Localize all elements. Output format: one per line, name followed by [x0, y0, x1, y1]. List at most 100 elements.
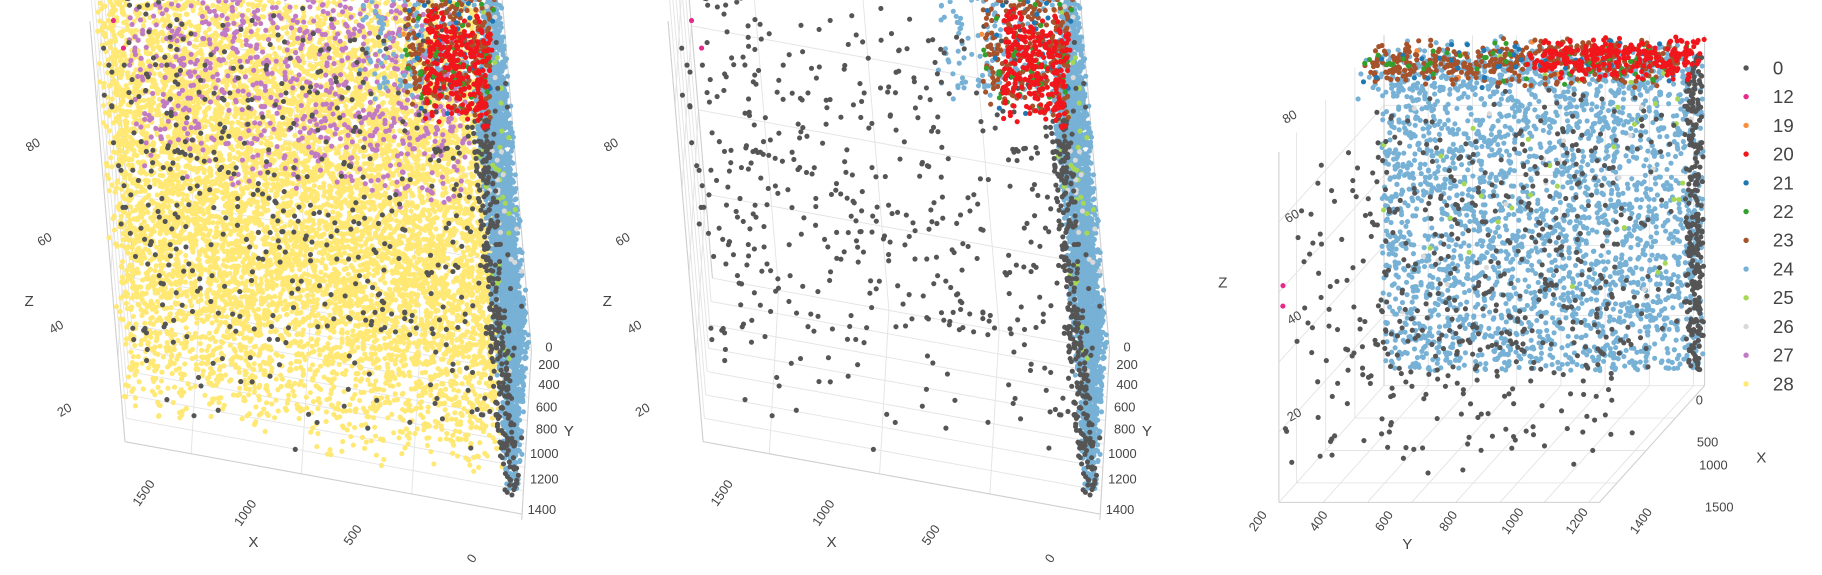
point-series-28	[323, 418, 329, 425]
point-series-28	[372, 433, 379, 439]
point-series-28	[419, 332, 425, 338]
point-series-28	[268, 134, 274, 141]
point-series-28	[347, 408, 353, 414]
point-series-28	[350, 0, 355, 2]
scene-left[interactable]	[89, 0, 532, 520]
point-series-28	[159, 17, 165, 23]
point-series-28	[110, 120, 116, 126]
point-series-28	[321, 193, 327, 199]
point-series-28	[378, 462, 385, 469]
point-series-28	[352, 424, 358, 431]
point-series-28	[331, 411, 337, 418]
point-series-28	[459, 381, 465, 387]
point-series-28	[385, 65, 391, 71]
point-series-28	[214, 278, 220, 284]
point-series-28	[380, 387, 387, 393]
point-series-28	[310, 141, 316, 147]
point-series-28	[246, 392, 252, 398]
point-series-28	[206, 330, 212, 336]
point-series-28	[479, 421, 486, 427]
point-series-28	[154, 298, 161, 304]
point-series-28	[149, 388, 155, 394]
point-series-28	[111, 213, 117, 219]
point-series-28	[200, 368, 206, 374]
point-series-28	[350, 442, 356, 448]
point-series-28	[464, 302, 470, 308]
point-series-28	[278, 383, 284, 389]
point-series-28	[340, 408, 346, 414]
point-series-28	[309, 362, 316, 368]
point-series-28	[263, 400, 270, 406]
point-series-28	[109, 2, 115, 8]
point-series-28	[360, 405, 367, 411]
point-series-28	[396, 435, 402, 441]
point-series-28	[239, 274, 245, 280]
point-series-28	[117, 121, 123, 127]
point-series-28	[476, 380, 482, 386]
point-series-28	[359, 376, 365, 382]
point-series-28	[399, 451, 405, 457]
point-series-28	[321, 374, 327, 380]
point-series-28	[424, 442, 431, 448]
point-series-28	[269, 220, 275, 226]
point-series-28	[210, 352, 216, 358]
point-series-28	[459, 299, 465, 305]
point-series-28	[442, 309, 448, 315]
point-series-28	[224, 314, 230, 320]
point-series-28	[132, 395, 139, 401]
floor-gridline-y	[130, 347, 528, 422]
point-series-28	[403, 426, 410, 432]
point-series-28	[198, 6, 204, 12]
point-series-28	[454, 453, 461, 459]
point-series-28	[106, 128, 113, 134]
point-series-28	[316, 347, 322, 353]
point-series-28	[358, 187, 364, 193]
point-series-28	[312, 369, 318, 375]
point-series-28	[396, 366, 402, 372]
point-series-28	[465, 432, 471, 438]
point-series-28	[334, 415, 340, 421]
point-series-28	[189, 355, 195, 361]
point-series-28	[140, 386, 146, 392]
point-series-28	[339, 327, 345, 333]
point-series-28	[452, 410, 458, 416]
point-series-28	[398, 358, 404, 364]
point-series-28	[319, 240, 325, 246]
point-series-28	[417, 218, 423, 224]
point-series-28	[455, 360, 461, 366]
point-series-28	[354, 227, 360, 233]
point-series-28	[348, 433, 354, 440]
point-series-28	[409, 233, 415, 239]
point-series-28	[345, 271, 351, 277]
point-series-28	[182, 361, 188, 367]
point-series-28	[202, 118, 208, 124]
point-series-28	[114, 150, 120, 156]
point-series-28	[350, 332, 356, 339]
point-series-28	[451, 387, 457, 393]
point-series-28	[175, 156, 181, 162]
point-series-28	[368, 388, 374, 394]
point-series-28	[395, 45, 401, 52]
point-series-28	[272, 415, 278, 421]
point-series-28	[239, 416, 245, 422]
point-series-28	[368, 256, 374, 263]
point-series-28	[398, 18, 404, 24]
point-series-28	[148, 315, 154, 322]
point-series-28	[169, 287, 175, 293]
point-series-28	[194, 169, 200, 175]
point-series-28	[344, 330, 350, 336]
point-series-28	[128, 349, 134, 355]
point-series-28	[132, 403, 139, 409]
wall-gridline-y	[104, 0, 133, 325]
point-series-28	[244, 278, 250, 284]
point-series-28	[381, 456, 387, 462]
point-series-28	[204, 347, 210, 354]
point-series-28	[202, 392, 208, 398]
point-series-28	[192, 330, 198, 336]
point-series-28	[183, 325, 189, 331]
point-series-28	[310, 235, 316, 241]
point-series-28	[391, 374, 397, 380]
point-series-28	[101, 21, 107, 27]
point-series-28	[129, 268, 135, 274]
point-series-28	[441, 351, 447, 357]
